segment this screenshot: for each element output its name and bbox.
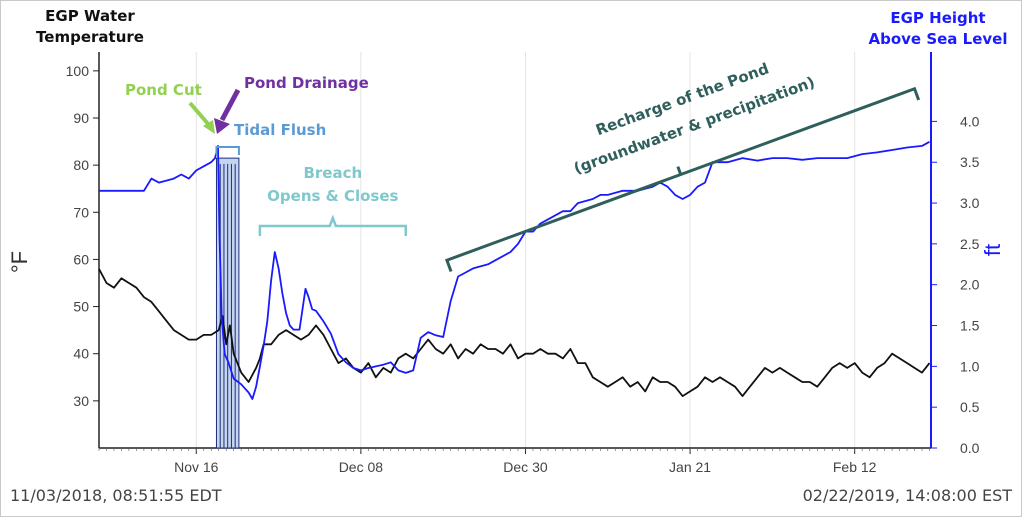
pond-cut-label: Pond Cut [125,81,202,99]
right-tick-label: 0.5 [960,399,980,415]
pond-drainage-arrowhead [214,118,230,134]
right-tick-label: 1.5 [960,318,980,334]
pond-cut-arrow-shaft [188,101,211,127]
left-header-line1: EGP Water [45,7,135,25]
left-tick-label: 30 [73,393,89,409]
start-timestamp: 11/03/2018, 08:51:55 EDT [10,486,222,505]
pond-drainage-label: Pond Drainage [244,74,369,92]
right-tick-label: 2.5 [960,236,980,252]
right-tick-label: 1.0 [960,358,980,374]
right-axis-header: EGP Height Above Sea Level [848,8,1024,50]
left-axis-title: °F [7,251,32,273]
end-timestamp: 02/22/2019, 14:08:00 EST [802,486,1012,505]
right-tick-label: 2.0 [960,277,980,293]
x-tick-label: Jan 21 [669,459,711,475]
left-tick-label: 100 [66,63,90,79]
x-tick-label: Feb 12 [833,459,877,475]
left-header-line2: Temperature [36,28,144,46]
height-series-line [99,141,930,400]
breach-label-line2: Opens & Closes [267,187,398,205]
left-axis-header: EGP Water Temperature [0,6,180,48]
right-tick-label: 4.0 [960,113,980,129]
left-tick-label: 80 [73,157,89,173]
pond-drainage-arrow-shaft [219,88,241,122]
tidal-flush-bracket [215,146,240,155]
right-header-line1: EGP Height [890,9,986,27]
pond-cut-arrowhead [203,120,215,134]
left-tick-label: 60 [73,251,89,267]
temperature-series-line [98,268,931,398]
right-tick-label: 3.0 [960,195,980,211]
right-tick-label: 0.0 [960,440,980,456]
x-tick-label: Nov 16 [174,459,219,475]
left-tick-label: 40 [73,346,89,362]
left-tick-label: 70 [73,204,89,220]
left-tick-label: 50 [73,299,89,315]
left-tick-label: 90 [73,110,89,126]
right-header-line2: Above Sea Level [868,30,1008,48]
recharge-bracket-tip [676,166,683,175]
x-tick-label: Dec 08 [339,459,384,475]
breach-bracket [258,214,408,236]
x-tick-label: Dec 30 [503,459,548,475]
right-axis-title: ft [980,244,1005,256]
tidal-flush-label: Tidal Flush [234,121,326,139]
right-tick-label: 3.5 [960,154,980,170]
breach-label-line1: Breach [303,164,362,182]
